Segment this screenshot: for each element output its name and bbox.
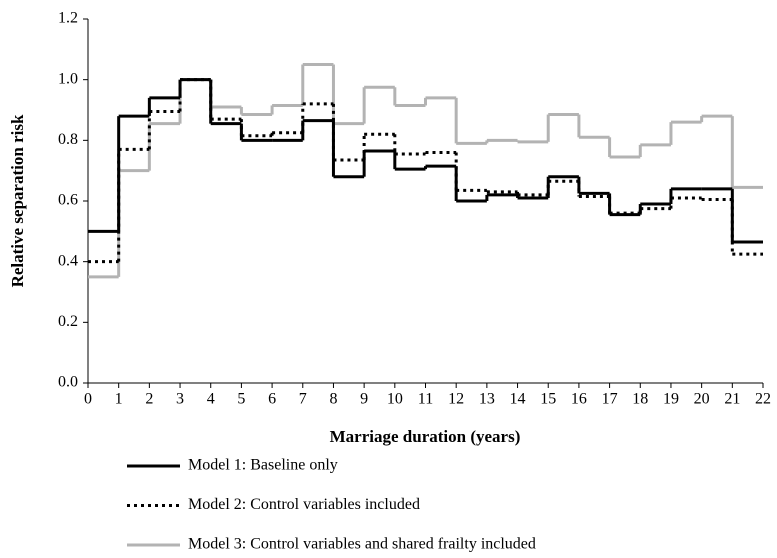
x-tick-label: 13: [479, 391, 495, 408]
x-tick-label: 9: [360, 391, 368, 408]
x-tick-label: 17: [602, 391, 618, 408]
legend-label: Model 1: Baseline only: [188, 457, 338, 474]
x-tick-label: 18: [632, 391, 648, 408]
y-tick-label: 0.4: [58, 252, 78, 269]
y-tick-label: 0.6: [58, 192, 78, 209]
y-tick-label: 1.2: [58, 10, 78, 27]
x-tick-label: 3: [176, 391, 184, 408]
x-tick-label: 4: [207, 391, 215, 408]
x-tick-label: 19: [663, 391, 679, 408]
x-tick-label: 14: [510, 391, 526, 408]
x-tick-label: 11: [418, 391, 433, 408]
legend-label: Model 3: Control variables and shared fr…: [188, 536, 536, 553]
x-tick-label: 1: [115, 391, 123, 408]
x-tick-label: 15: [540, 391, 556, 408]
y-tick-label: 0.2: [58, 313, 78, 330]
x-tick-label: 21: [724, 391, 740, 408]
x-tick-label: 0: [84, 391, 92, 408]
y-tick-label: 0.0: [58, 374, 78, 391]
x-tick-label: 8: [329, 391, 337, 408]
y-axis-title: Relative separation risk: [8, 114, 27, 287]
x-tick-label: 10: [387, 391, 403, 408]
legend-label: Model 2: Control variables included: [188, 496, 420, 513]
x-axis-title: Marriage duration (years): [330, 427, 521, 446]
y-tick-label: 0.8: [58, 131, 78, 148]
x-tick-label: 7: [299, 391, 307, 408]
x-tick-label: 20: [694, 391, 710, 408]
x-tick-label: 22: [755, 391, 771, 408]
y-tick-label: 1.0: [58, 70, 78, 87]
x-tick-label: 2: [145, 391, 153, 408]
x-tick-label: 16: [571, 391, 587, 408]
x-tick-label: 5: [237, 391, 245, 408]
x-tick-label: 12: [448, 391, 464, 408]
x-tick-label: 6: [268, 391, 276, 408]
